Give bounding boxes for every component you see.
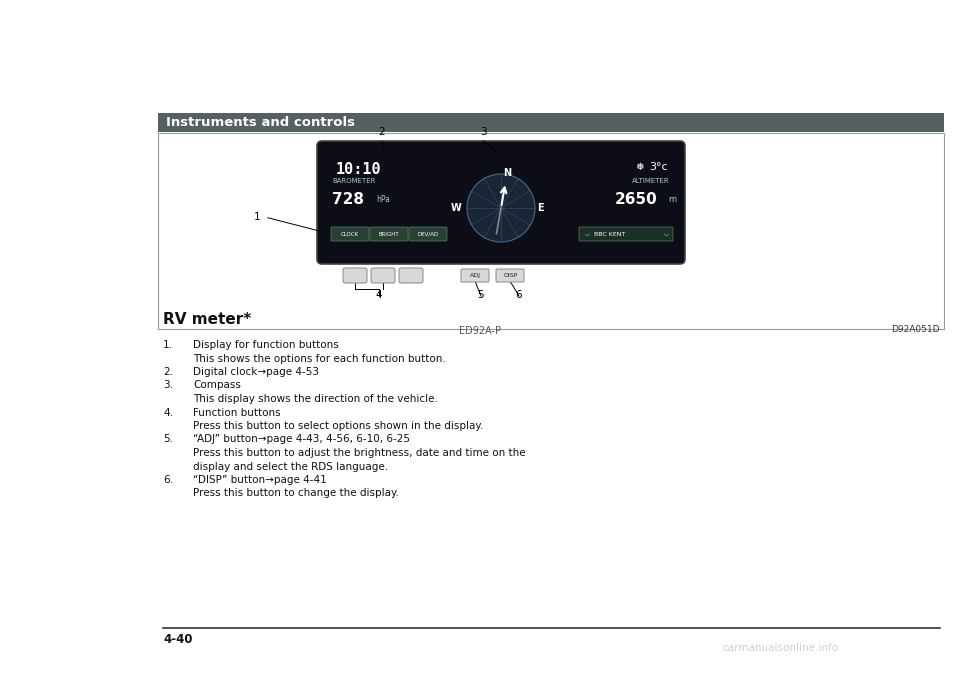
Text: W: W [450, 203, 461, 213]
Text: “ADJ” button→page 4-43, 4-56, 6-10, 6-25: “ADJ” button→page 4-43, 4-56, 6-10, 6-25 [193, 435, 410, 445]
Text: Display for function buttons: Display for function buttons [193, 340, 339, 350]
FancyBboxPatch shape [370, 227, 408, 241]
Text: m: m [668, 195, 676, 204]
Text: N: N [503, 168, 512, 178]
Text: 3.: 3. [163, 380, 173, 391]
Text: 4.: 4. [163, 407, 173, 418]
FancyBboxPatch shape [317, 141, 685, 264]
Text: 1: 1 [253, 212, 260, 222]
Text: 10:10: 10:10 [336, 162, 382, 177]
Text: BRIGHT: BRIGHT [378, 231, 399, 237]
Text: Digital clock→page 4-53: Digital clock→page 4-53 [193, 367, 319, 377]
Text: RV meter*: RV meter* [163, 312, 252, 327]
Text: ❅: ❅ [636, 162, 644, 172]
FancyBboxPatch shape [496, 269, 524, 282]
Text: 6.: 6. [163, 475, 173, 485]
Text: Press this button to adjust the brightness, date and time on the: Press this button to adjust the brightne… [193, 448, 526, 458]
Text: “DISP” button→page 4-41: “DISP” button→page 4-41 [193, 475, 326, 485]
Text: 5: 5 [478, 290, 484, 300]
Text: E: E [537, 203, 543, 213]
Text: Press this button to select options shown in the display.: Press this button to select options show… [193, 421, 484, 431]
Text: DEV/AD: DEV/AD [418, 231, 439, 237]
FancyBboxPatch shape [331, 227, 369, 241]
Text: 2.: 2. [163, 367, 173, 377]
Text: ◡: ◡ [664, 231, 669, 237]
Text: Compass: Compass [193, 380, 241, 391]
Text: 1.: 1. [163, 340, 173, 350]
Text: 2650: 2650 [615, 192, 658, 207]
Circle shape [467, 174, 535, 242]
FancyBboxPatch shape [579, 227, 673, 241]
Text: CLOCK: CLOCK [341, 231, 359, 237]
FancyBboxPatch shape [343, 268, 367, 283]
Text: Press this button to change the display.: Press this button to change the display. [193, 489, 399, 498]
Text: D92A051D: D92A051D [892, 325, 940, 334]
FancyBboxPatch shape [461, 269, 489, 282]
Text: hPa: hPa [376, 195, 390, 204]
FancyBboxPatch shape [409, 227, 447, 241]
FancyBboxPatch shape [399, 268, 423, 283]
Text: 3: 3 [480, 127, 487, 137]
FancyBboxPatch shape [371, 268, 395, 283]
Text: carmanualsonline.info: carmanualsonline.info [722, 643, 838, 653]
Text: ED92A-P: ED92A-P [459, 326, 501, 336]
Text: display and select the RDS language.: display and select the RDS language. [193, 462, 388, 471]
Text: BBC KENT: BBC KENT [594, 231, 625, 237]
Text: ADJ: ADJ [469, 273, 481, 278]
Text: BAROMETER: BAROMETER [332, 178, 375, 184]
Text: 4-40: 4-40 [163, 633, 193, 646]
Bar [158, 133, 944, 329]
Text: 728: 728 [332, 192, 364, 207]
Text: 4: 4 [375, 290, 382, 300]
Text: This display shows the direction of the vehicle.: This display shows the direction of the … [193, 394, 438, 404]
Text: Instruments and controls: Instruments and controls [166, 116, 355, 129]
Text: DISP: DISP [503, 273, 517, 278]
Text: 2: 2 [378, 127, 385, 137]
Text: ALTIMETER: ALTIMETER [633, 178, 670, 184]
Text: ◡: ◡ [585, 231, 589, 237]
Text: This shows the options for each function button.: This shows the options for each function… [193, 353, 445, 363]
Bar [158, 113, 944, 132]
Text: 5.: 5. [163, 435, 173, 445]
Text: 6: 6 [516, 290, 522, 300]
Text: 3°c: 3°c [649, 162, 668, 172]
Text: Function buttons: Function buttons [193, 407, 280, 418]
